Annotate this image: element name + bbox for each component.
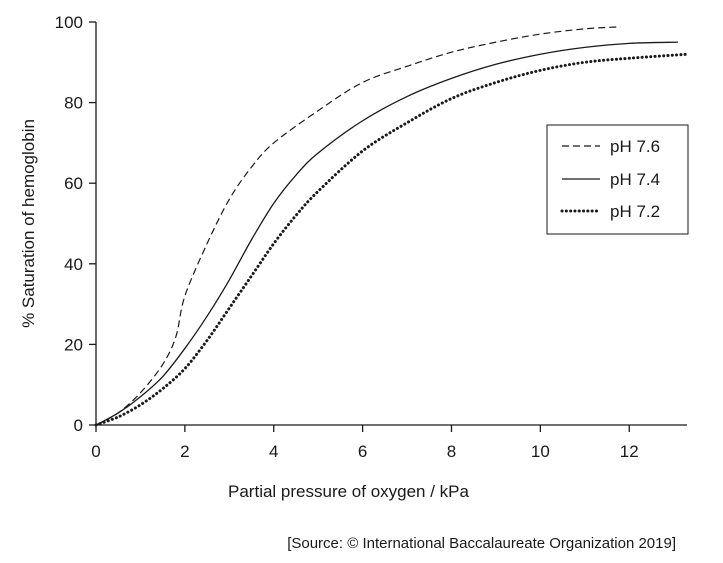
- x-tick-label: 8: [447, 442, 456, 461]
- series-lines: [94, 26, 689, 427]
- legend-label-ph-7-2: pH 7.2: [610, 202, 660, 221]
- series-ph-7-4-line: [95, 41, 679, 426]
- legend: pH 7.6 pH 7.4 pH 7.2: [546, 124, 689, 235]
- y-tick-label: 100: [55, 13, 83, 32]
- x-axis: 0 2 4 6 8 10 12: [91, 424, 687, 461]
- y-tick-label: 60: [64, 174, 83, 193]
- x-tick-label: 6: [358, 442, 367, 461]
- y-tick-label: 40: [64, 255, 83, 274]
- x-tick-label: 4: [269, 442, 278, 461]
- x-tick-label: 0: [91, 442, 100, 461]
- y-axis-title: % Saturation of hemoglobin: [19, 119, 38, 328]
- x-tick-label: 10: [531, 442, 550, 461]
- series-ph-7-2-line: [94, 52, 689, 427]
- y-tick-label: 80: [64, 94, 83, 113]
- y-axis: 0 20 40 60 80 100: [55, 13, 97, 435]
- source-note: [Source: © International Baccalaureate O…: [287, 535, 676, 552]
- legend-label-ph-7-6: pH 7.6: [610, 137, 660, 156]
- legend-label-ph-7-4: pH 7.4: [610, 170, 660, 189]
- y-tick-label: 0: [74, 416, 83, 435]
- x-tick-label: 12: [620, 442, 639, 461]
- y-tick-label: 20: [64, 335, 83, 354]
- series-ph-7-6-line: [95, 26, 621, 426]
- x-axis-title: Partial pressure of oxygen / kPa: [228, 482, 470, 501]
- x-tick-label: 2: [180, 442, 189, 461]
